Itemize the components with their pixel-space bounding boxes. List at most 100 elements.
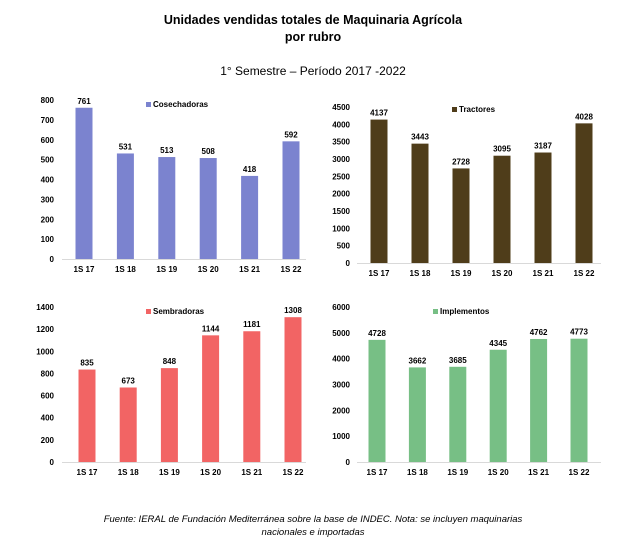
- x-tick-label: 1S 17: [74, 265, 95, 274]
- legend-label: Cosechadoras: [153, 100, 209, 109]
- bar: [199, 158, 217, 259]
- y-tick-label: 400: [41, 176, 55, 185]
- bar: [158, 157, 176, 259]
- bar: [202, 335, 220, 462]
- data-label: 531: [119, 142, 133, 151]
- data-label: 4028: [575, 112, 593, 121]
- data-label: 1308: [284, 306, 302, 315]
- x-tick-label: 1S 22: [569, 468, 590, 477]
- data-label: 761: [77, 97, 91, 106]
- y-tick-label: 0: [50, 255, 55, 264]
- data-label: 418: [243, 165, 257, 174]
- y-tick-label: 1200: [36, 325, 54, 334]
- bar: [370, 119, 388, 263]
- x-tick-label: 1S 18: [118, 468, 139, 477]
- x-tick-label: 1S 20: [198, 265, 219, 274]
- data-label: 673: [122, 376, 136, 385]
- y-tick-label: 1500: [332, 207, 350, 216]
- y-tick-label: 5000: [332, 329, 350, 338]
- x-tick-label: 1S 17: [369, 269, 390, 278]
- legend-label: Sembradoras: [153, 307, 205, 316]
- y-tick-label: 4000: [332, 355, 350, 364]
- x-tick-label: 1S 21: [533, 269, 554, 278]
- page-title: Unidades vendidas totales de Maquinaria …: [163, 13, 463, 27]
- legend-label: Implementos: [440, 307, 490, 316]
- x-tick-label: 1S 21: [528, 468, 549, 477]
- y-tick-label: 200: [41, 215, 55, 224]
- data-label: 4137: [370, 109, 388, 118]
- x-tick-label: 1S 20: [488, 468, 509, 477]
- y-tick-label: 400: [41, 414, 55, 423]
- y-tick-label: 1000: [332, 224, 350, 233]
- y-tick-label: 4500: [332, 103, 350, 112]
- bar: [570, 338, 588, 462]
- data-label: 1144: [202, 324, 220, 333]
- data-label: 4345: [489, 339, 507, 348]
- data-label: 508: [202, 147, 216, 156]
- data-label: 592: [284, 130, 298, 139]
- y-tick-label: 600: [41, 392, 55, 401]
- y-tick-label: 4000: [332, 120, 350, 129]
- y-tick-label: 3500: [332, 138, 350, 147]
- bar: [408, 367, 426, 462]
- page-subtitle: 1° Semestre – Período 2017 -2022: [220, 64, 406, 78]
- data-label: 2728: [452, 157, 470, 166]
- bar: [452, 168, 470, 263]
- y-tick-label: 0: [346, 259, 351, 268]
- data-label: 3095: [493, 145, 511, 154]
- x-tick-label: 1S 19: [156, 265, 177, 274]
- x-tick-label: 1S 17: [77, 468, 98, 477]
- bar: [116, 153, 134, 259]
- bar: [243, 331, 261, 462]
- bar: [530, 338, 548, 462]
- legend-swatch: [433, 309, 438, 314]
- data-label: 3443: [411, 133, 429, 142]
- x-tick-label: 1S 18: [407, 468, 428, 477]
- x-tick-label: 1S 17: [367, 468, 388, 477]
- y-tick-label: 2500: [332, 172, 350, 181]
- x-tick-label: 1S 21: [241, 468, 262, 477]
- y-tick-label: 1000: [332, 432, 350, 441]
- data-label: 3662: [409, 356, 427, 365]
- bar: [160, 368, 178, 462]
- x-tick-label: 1S 22: [281, 265, 302, 274]
- bar: [78, 369, 96, 462]
- data-label: 3187: [534, 142, 552, 151]
- x-tick-label: 1S 21: [239, 265, 260, 274]
- y-tick-label: 600: [41, 136, 55, 145]
- bar: [282, 141, 300, 259]
- bar: [489, 349, 507, 462]
- x-tick-label: 1S 22: [574, 269, 595, 278]
- data-label: 835: [80, 359, 94, 368]
- bar: [411, 143, 429, 263]
- x-tick-label: 1S 19: [447, 468, 468, 477]
- legend-swatch: [146, 102, 151, 107]
- data-label: 4762: [530, 328, 548, 337]
- y-tick-label: 200: [41, 436, 55, 445]
- source-note-line2: nacionales e importadas: [261, 527, 365, 538]
- page-title-line2: por rubro: [284, 30, 342, 44]
- y-tick-label: 700: [41, 116, 55, 125]
- data-label: 848: [163, 357, 177, 366]
- y-tick-label: 2000: [332, 190, 350, 199]
- bar: [534, 152, 552, 263]
- bar: [575, 123, 593, 263]
- data-label: 513: [160, 146, 174, 155]
- x-tick-label: 1S 22: [283, 468, 304, 477]
- x-tick-label: 1S 20: [200, 468, 221, 477]
- y-tick-label: 500: [337, 242, 351, 251]
- y-tick-label: 1400: [36, 303, 54, 312]
- bar: [493, 155, 511, 263]
- y-tick-label: 3000: [332, 155, 350, 164]
- y-tick-label: 500: [41, 156, 55, 165]
- bar: [75, 107, 93, 259]
- data-label: 4773: [570, 328, 588, 337]
- y-tick-label: 100: [41, 235, 55, 244]
- x-tick-label: 1S 18: [410, 269, 431, 278]
- bar: [449, 366, 467, 462]
- y-tick-label: 0: [50, 458, 55, 467]
- x-tick-label: 1S 19: [451, 269, 472, 278]
